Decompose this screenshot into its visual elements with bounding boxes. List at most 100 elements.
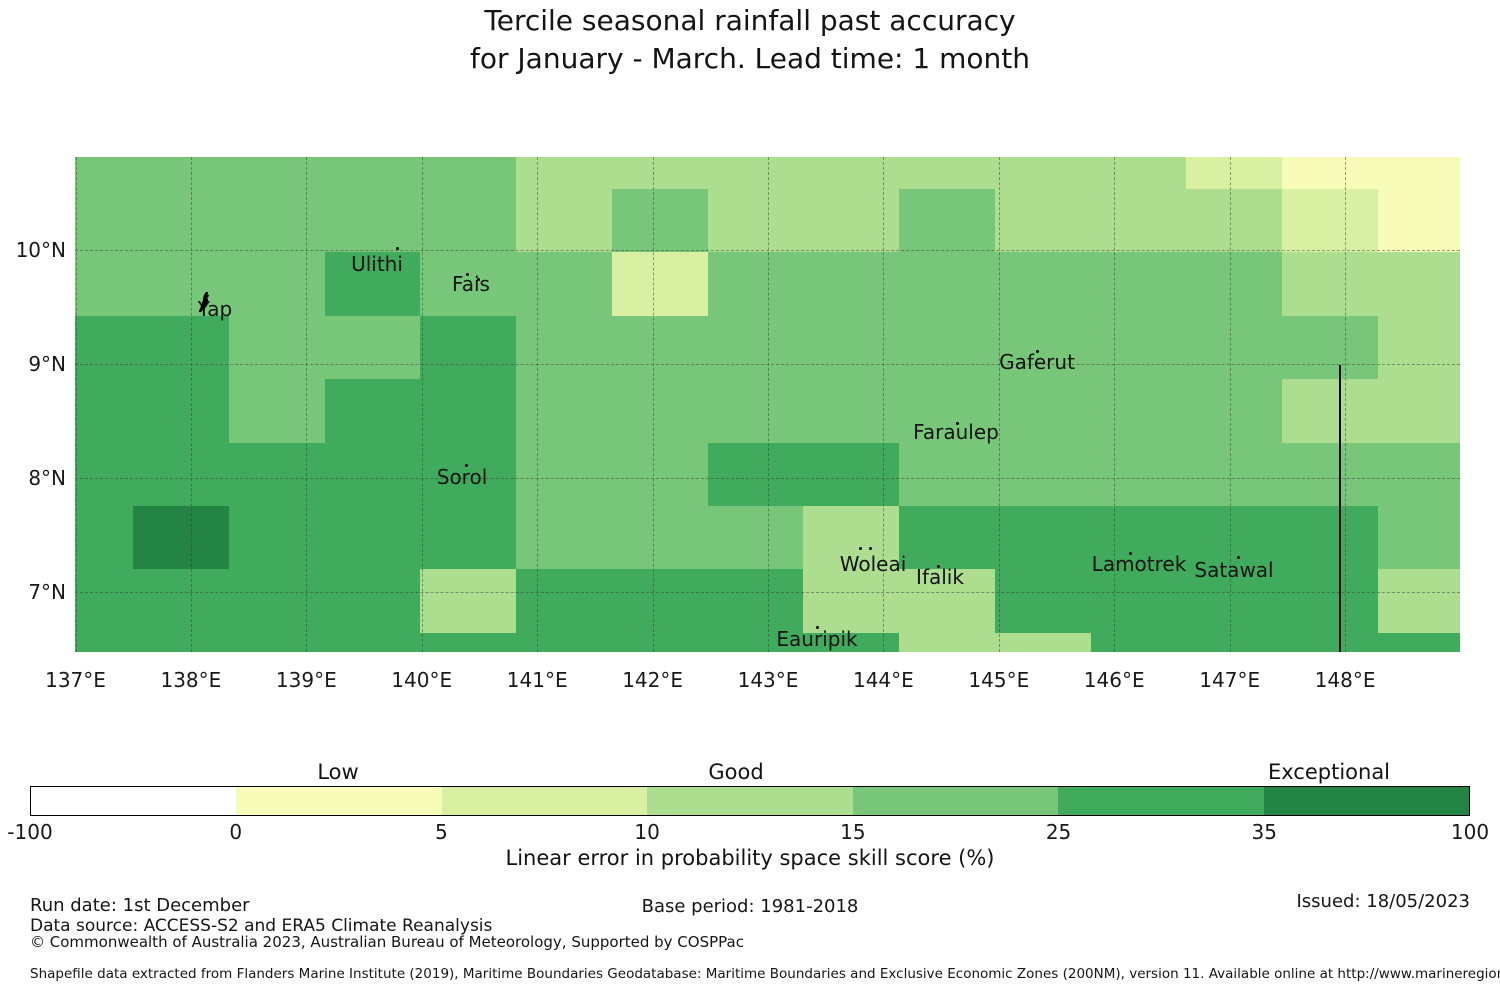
longitude-gridline (768, 157, 769, 652)
map-cell (707, 157, 804, 190)
x-axis-tick-label: 137°E (45, 668, 106, 692)
island-marker-icon (1236, 555, 1240, 559)
longitude-gridline (75, 157, 77, 652)
map-cell (1186, 379, 1283, 444)
map-cell (228, 189, 325, 253)
map-cell (899, 315, 996, 380)
x-axis-tick-label: 143°E (737, 668, 799, 692)
map-cell (75, 632, 134, 652)
map-cell (228, 569, 325, 634)
map-cell (611, 189, 708, 253)
map-cell (994, 315, 1091, 380)
x-axis-tick-label: 144°E (852, 668, 914, 692)
map-cell (516, 189, 613, 253)
map-cell (1282, 252, 1379, 317)
y-axis-tick-label: 9°N (28, 352, 66, 376)
colorbar-category-label-low: Low (317, 760, 359, 784)
map-cell (707, 632, 804, 652)
map-cell (899, 379, 996, 444)
map-cell (707, 189, 804, 253)
map-cell (228, 252, 325, 317)
colorbar-segment (31, 787, 237, 815)
map-cell (75, 506, 134, 570)
map-cell (1282, 442, 1379, 507)
map-cell (324, 379, 421, 444)
map-cell (133, 315, 230, 380)
longitude-gridline (1114, 157, 1116, 652)
map-cell (1186, 315, 1283, 380)
map-cell (75, 379, 134, 444)
map-cell (994, 506, 1091, 570)
map-cell (516, 632, 613, 652)
run-date-text: Run date: 1st December (30, 895, 250, 916)
map-cell (1090, 315, 1187, 380)
map-cell (899, 506, 996, 570)
map-cell (420, 157, 517, 190)
map-cell (1282, 569, 1379, 634)
island-marker-icon (465, 272, 469, 276)
map-cell (1186, 506, 1283, 570)
map-cell (324, 506, 421, 570)
map-cell (994, 632, 1091, 652)
map-cell (1090, 252, 1187, 317)
map-cell (324, 569, 421, 634)
colorbar-tick-label: -100 (7, 820, 53, 844)
map-cell (420, 632, 517, 652)
island-label-ulithi: Ulithi (351, 252, 403, 276)
island-label-fais: Fais (452, 272, 490, 296)
island-marker-icon (1128, 551, 1132, 555)
map-cell (1186, 189, 1283, 253)
island-label-woleai: Woleai (839, 552, 907, 576)
x-axis-tick-label: 142°E (622, 668, 683, 692)
map-cell (707, 506, 804, 570)
map-cell (707, 442, 804, 507)
island-marker-icon (395, 246, 399, 250)
colorbar-segment (441, 787, 648, 815)
map-cell (611, 252, 708, 317)
colorbar-tick-label: 35 (1251, 820, 1277, 844)
y-axis-tick-label: 7°N (28, 580, 66, 604)
map-cell (75, 157, 134, 190)
island-label-lamotrek: Lamotrek (1091, 552, 1187, 576)
map-cell (420, 506, 517, 570)
map-cell (228, 632, 325, 652)
map-cell (420, 379, 517, 444)
map-cell (803, 632, 900, 652)
colorbar-segment (1058, 787, 1264, 815)
island-marker-icon (858, 546, 862, 550)
map-cell (133, 379, 230, 444)
island-label-sorol: Sorol (436, 465, 488, 489)
colorbar-segment (1263, 787, 1469, 815)
map-cell (899, 442, 996, 507)
colorbar-tick-label: 10 (634, 820, 660, 844)
map-cell (1282, 315, 1379, 380)
y-axis-tick-label: 8°N (28, 466, 66, 490)
map-cell (707, 315, 804, 380)
map-cell (420, 569, 517, 634)
longitude-gridline (1229, 157, 1231, 652)
longitude-gridline (306, 157, 308, 652)
map-cell (1377, 157, 1460, 190)
map-cell (133, 252, 230, 317)
map-cell (1377, 506, 1460, 570)
map-cell (611, 157, 708, 190)
map-cell (1377, 442, 1460, 507)
latitude-gridline (75, 250, 1460, 251)
x-axis-tick-label: 146°E (1083, 668, 1145, 692)
longitude-gridline (421, 157, 423, 652)
map-cell (611, 379, 708, 444)
map-cell (899, 189, 996, 253)
island-label-eauripik: Eauripik (776, 627, 858, 651)
map-cell (324, 189, 421, 253)
map-cell (1186, 569, 1283, 634)
map-cell (1282, 189, 1379, 253)
island-marker-icon (955, 421, 959, 425)
data-source-text: Data source: ACCESS-S2 and ERA5 Climate … (30, 916, 493, 936)
map-cell (707, 379, 804, 444)
map-cell (228, 315, 325, 380)
map-cell (1377, 189, 1460, 253)
map-cell (1090, 506, 1187, 570)
map-cell (1090, 189, 1187, 253)
map-cell (611, 506, 708, 570)
x-axis-tick-label: 148°E (1314, 668, 1376, 692)
